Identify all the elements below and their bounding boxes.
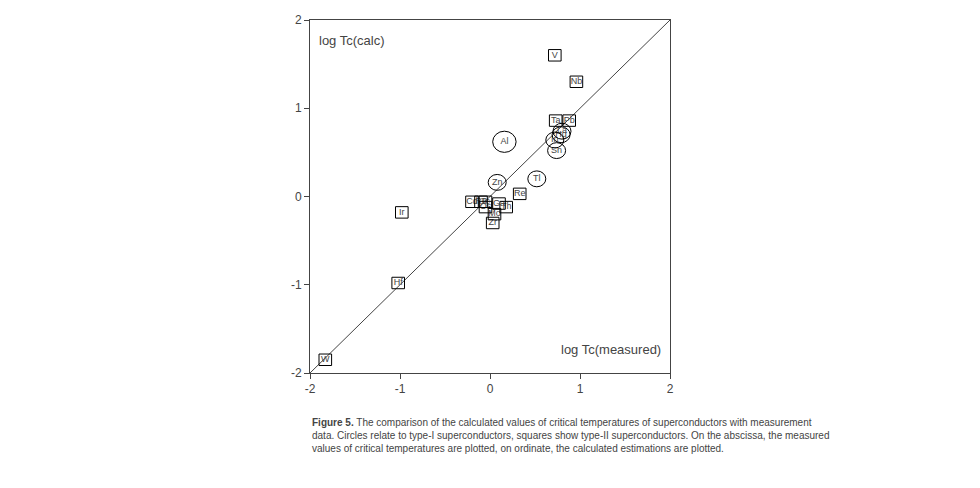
svg-text:1: 1	[577, 382, 584, 396]
svg-text:-2: -2	[305, 382, 316, 396]
svg-text:-1: -1	[291, 278, 302, 292]
svg-text:Ru: Ru	[475, 196, 487, 206]
svg-text:Zr: Zr	[488, 217, 497, 227]
svg-text:Ta: Ta	[551, 115, 561, 125]
svg-text:Ga: Ga	[493, 198, 505, 208]
svg-text:Re: Re	[514, 188, 526, 198]
svg-text:0: 0	[487, 382, 494, 396]
svg-text:Mo: Mo	[488, 208, 501, 218]
svg-text:Pb: Pb	[564, 115, 575, 125]
svg-text:log Tc(calc): log Tc(calc)	[319, 33, 385, 48]
svg-text:Tl: Tl	[533, 173, 541, 183]
svg-text:Os: Os	[480, 201, 492, 211]
svg-text:Sn: Sn	[551, 145, 562, 155]
svg-text:Figure 5. The comparison of th: Figure 5. The comparison of the calculat…	[312, 417, 829, 454]
svg-text:V: V	[552, 50, 558, 60]
svg-text:-2: -2	[291, 366, 302, 380]
svg-text:2: 2	[295, 13, 302, 27]
svg-text:2: 2	[667, 382, 674, 396]
svg-text:Zn: Zn	[492, 177, 503, 187]
svg-text:Nb: Nb	[571, 76, 583, 86]
svg-text:Cd: Cd	[466, 196, 478, 206]
svg-text:log Tc(measured): log Tc(measured)	[561, 342, 661, 357]
svg-text:0: 0	[295, 190, 302, 204]
svg-text:La: La	[557, 125, 567, 135]
svg-text:-1: -1	[395, 382, 406, 396]
svg-text:Hf: Hf	[394, 277, 403, 287]
svg-text:In: In	[551, 134, 559, 144]
svg-text:Ir: Ir	[399, 207, 405, 217]
svg-text:Al: Al	[500, 136, 508, 146]
svg-text:Hg: Hg	[555, 129, 567, 139]
svg-text:1: 1	[295, 101, 302, 115]
svg-text:Th: Th	[501, 201, 512, 211]
svg-text:Tc: Tc	[481, 196, 491, 206]
svg-text:W: W	[321, 354, 330, 364]
